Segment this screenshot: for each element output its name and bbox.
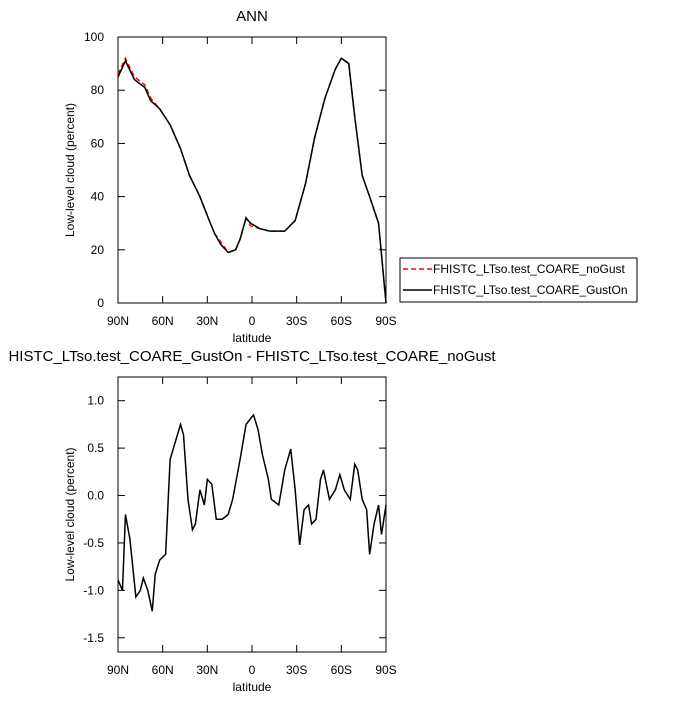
- chart-title: ANN: [236, 8, 268, 25]
- x-axis-label: latitude: [233, 331, 272, 345]
- x-tick-label: 0: [249, 663, 256, 677]
- data-line: [117, 56, 387, 304]
- x-tick-label: 30S: [286, 314, 307, 328]
- y-axis-label: Low-level cloud (percent): [63, 103, 77, 237]
- y-tick-label: 40: [91, 190, 105, 204]
- x-tick-label: 90S: [375, 663, 396, 677]
- x-tick-label: 60N: [152, 663, 174, 677]
- x-tick-label: 60S: [331, 663, 352, 677]
- x-tick-label: 0: [249, 314, 256, 328]
- data-line: [117, 57, 387, 304]
- chart-title: HISTC_LTso.test_COARE_GustOn - FHISTC_LT…: [8, 348, 496, 365]
- plot-frame: [117, 376, 387, 653]
- y-tick-label: 20: [91, 243, 105, 257]
- y-tick-label: 0.5: [87, 441, 104, 455]
- legend-label: FHISTC_LTso.test_COARE_GustOn: [433, 283, 628, 297]
- y-tick-label: -0.5: [83, 536, 104, 550]
- y-tick-label: -1.0: [83, 583, 104, 597]
- x-tick-label: 30N: [196, 663, 218, 677]
- legend-label: FHISTC_LTso.test_COARE_noGust: [433, 262, 626, 276]
- y-tick-label: 100: [84, 30, 104, 44]
- y-axis-label: Low-level cloud (percent): [63, 447, 77, 581]
- x-tick-label: 90N: [107, 314, 129, 328]
- x-tick-label: 30S: [286, 663, 307, 677]
- x-tick-label: 90N: [107, 663, 129, 677]
- x-axis-label: latitude: [233, 680, 272, 694]
- x-tick-label: 60S: [331, 314, 352, 328]
- y-tick-label: 0: [97, 296, 104, 310]
- x-tick-label: 30N: [196, 314, 218, 328]
- y-tick-label: 80: [91, 83, 105, 97]
- plot-frame: [117, 36, 387, 304]
- y-tick-label: 60: [91, 136, 105, 150]
- y-tick-label: 1.0: [87, 394, 104, 408]
- data-line: [117, 413, 387, 612]
- x-tick-label: 90S: [375, 314, 396, 328]
- y-tick-label: -1.5: [83, 631, 104, 645]
- legend-box: [399, 257, 638, 303]
- y-tick-label: 0.0: [87, 489, 104, 503]
- x-tick-label: 60N: [152, 314, 174, 328]
